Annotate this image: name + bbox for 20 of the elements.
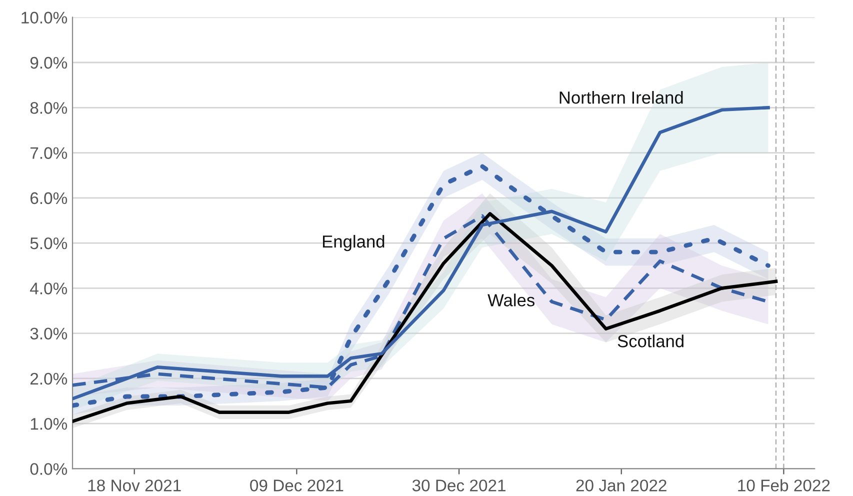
x-tick-label: 09 Dec 2021 [250,480,344,492]
y-tick-label: 4.0% [30,282,68,294]
x-tick-label: 18 Nov 2021 [88,480,181,492]
y-tick-label: 5.0% [30,237,68,250]
x-tick-label: 10 Feb 2022 [738,479,830,492]
x-tick-label: 20 Jan 2022 [576,480,666,492]
y-tick-label: 7.0% [30,147,68,159]
y-tick-label: 3.0% [30,328,68,340]
series-label: England [322,234,384,252]
series-label: Scotland [618,334,684,348]
y-tick-label: 2.0% [30,372,68,385]
series-label: Northern Ireland [560,91,683,104]
y-tick-label: 10.0% [22,12,68,24]
x-tick-label: 30 Dec 2021 [412,480,506,492]
y-tick-label: 0.0% [30,463,68,475]
y-tick-label: 1.0% [30,418,68,430]
series-label: Wales [488,294,534,306]
y-tick-label: 8.0% [30,102,68,114]
y-tick-label: 6.0% [30,192,68,204]
y-tick-label: 9.0% [30,56,68,69]
